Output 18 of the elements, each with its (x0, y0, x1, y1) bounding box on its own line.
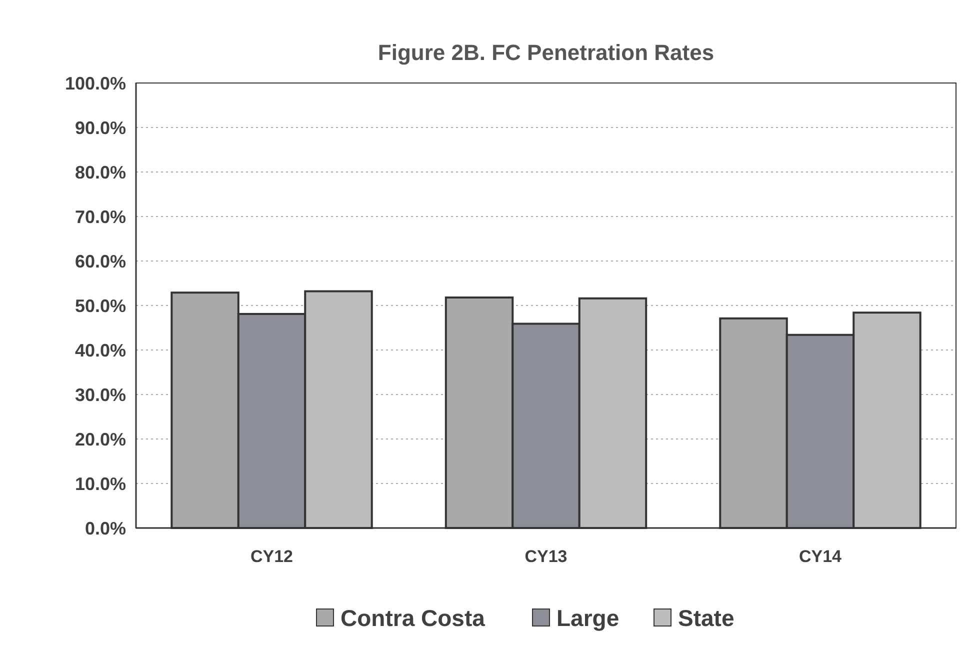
legend-label: Large (556, 605, 620, 632)
legend-label: State (678, 605, 734, 632)
y-tick-label: 50.0% (74, 296, 126, 316)
y-tick-label: 20.0% (74, 429, 126, 450)
y-tick-label: 40.0% (74, 340, 126, 360)
y-tick-label: 70.0% (74, 206, 126, 227)
y-tick-label: 30.0% (74, 384, 126, 405)
chart-title: Figure 2B. FC Penetration Rates (378, 40, 714, 65)
y-tick-label: 0.0% (84, 518, 126, 538)
y-tick-label: 10.0% (74, 474, 126, 494)
y-tick-label: 100.0% (64, 73, 126, 94)
y-tick-label: 90.0% (74, 118, 126, 138)
x-tick-label: CY13 (524, 547, 568, 566)
legend-label: Contra Costa (340, 605, 486, 632)
y-tick-label: 60.0% (74, 251, 126, 272)
y-tick-label: 80.0% (74, 162, 126, 182)
x-tick-label: CY12 (250, 547, 294, 566)
x-tick-label: CY14 (798, 547, 842, 566)
